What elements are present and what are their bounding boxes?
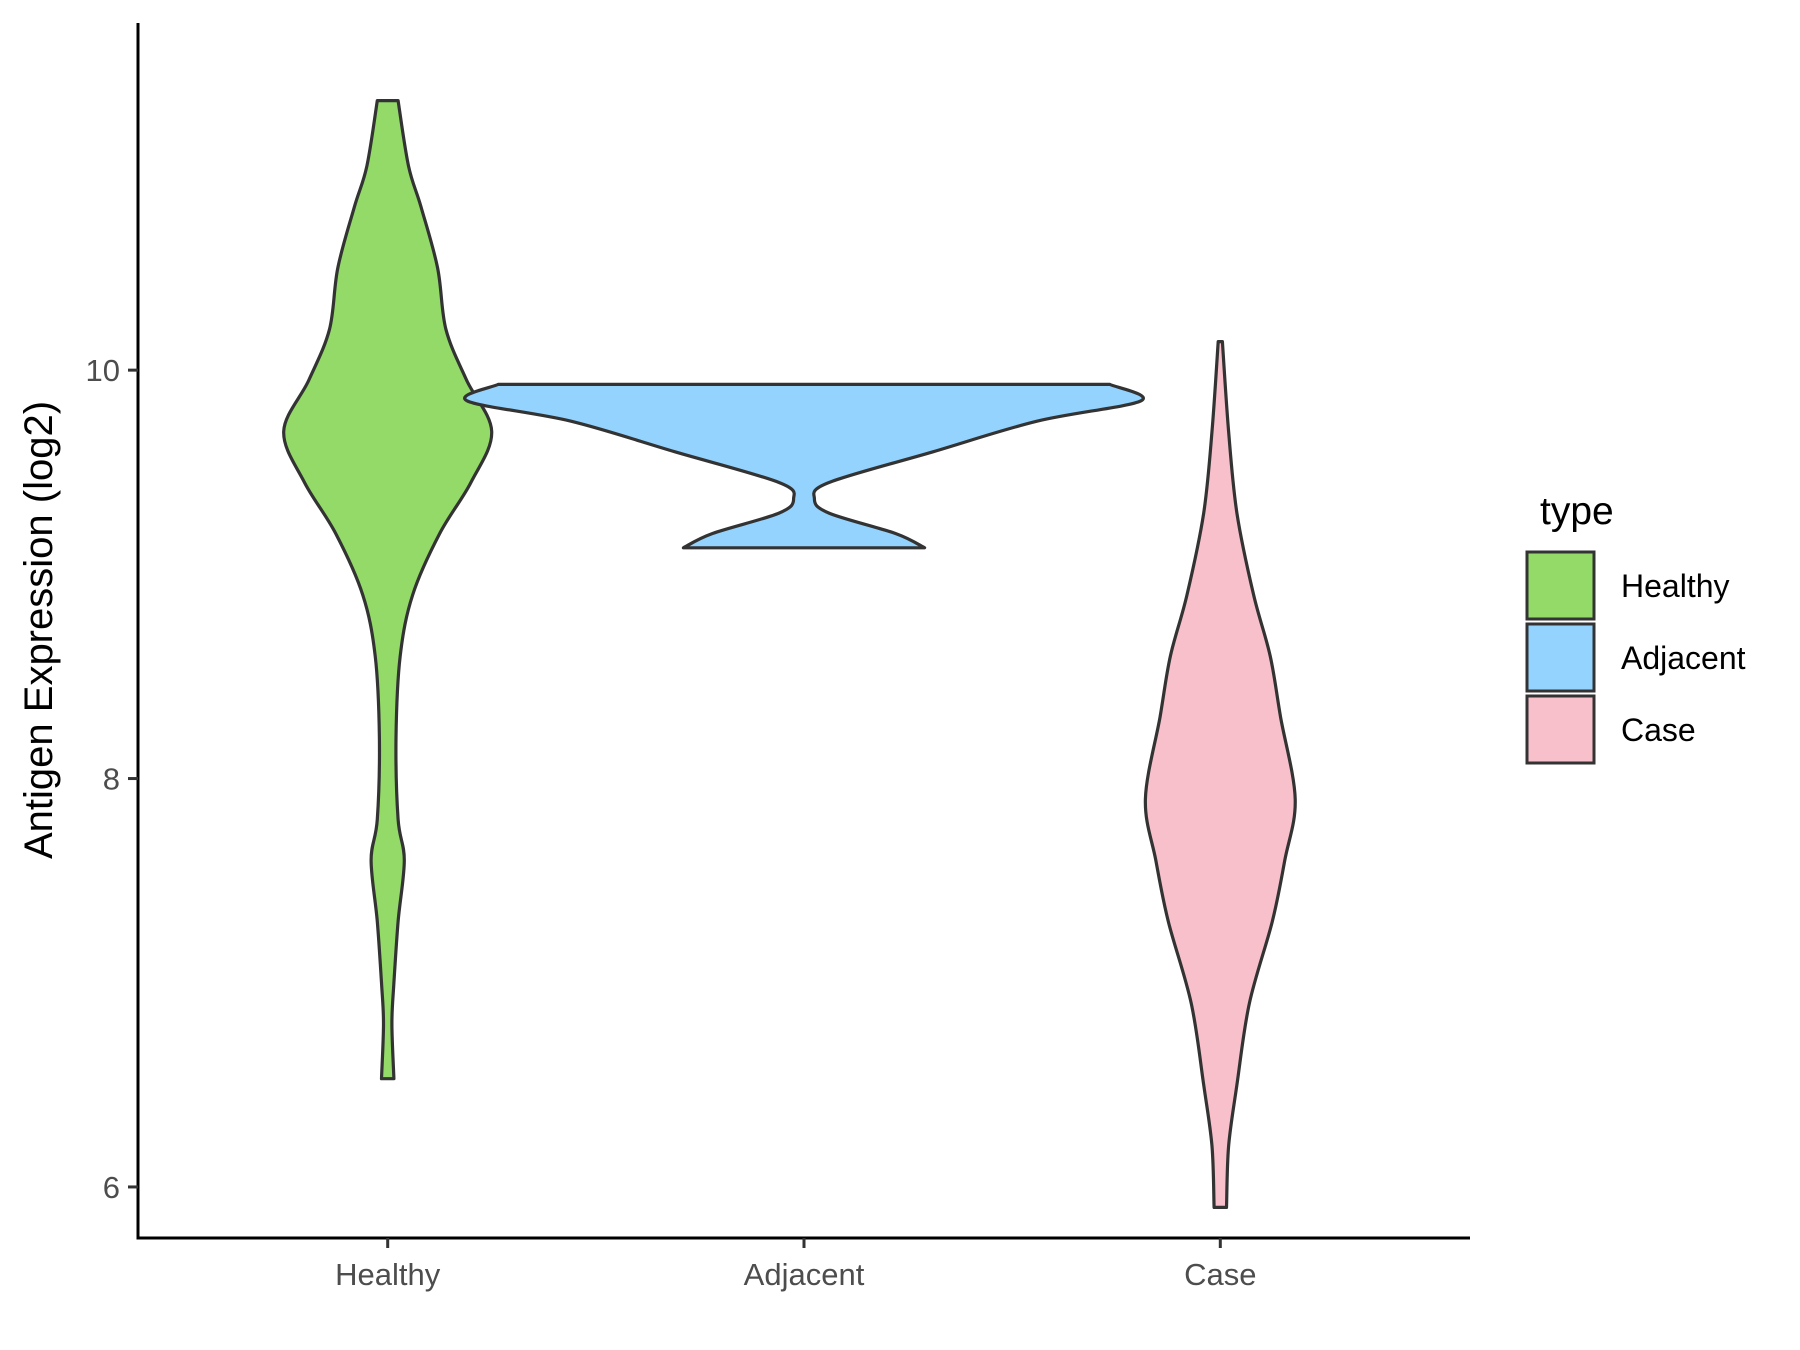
x-axis-ticks: Healthy Adjacent Case	[335, 1238, 1256, 1292]
violin-healthy	[282, 99, 494, 1081]
violin-adjacent	[463, 382, 1145, 550]
legend-key-case	[1525, 694, 1596, 765]
legend-label-healthy: Healthy	[1621, 568, 1730, 604]
legend-title: type	[1540, 490, 1614, 533]
y-tick-label-10: 10	[86, 353, 120, 388]
legend-key-healthy	[1525, 550, 1596, 621]
x-tick-label-healthy: Healthy	[335, 1257, 441, 1292]
x-tick-label-adjacent: Adjacent	[744, 1257, 865, 1292]
legend-key-adjacent	[1525, 622, 1596, 693]
y-axis-label: Antigen Expression (log2)	[17, 401, 61, 859]
violin-layer	[282, 99, 1297, 1209]
y-tick-label-6: 6	[103, 1170, 120, 1205]
violin-case	[1143, 340, 1297, 1209]
x-tick-label-case: Case	[1184, 1257, 1256, 1292]
legend-label-case: Case	[1621, 712, 1696, 748]
legend-label-adjacent: Adjacent	[1621, 640, 1746, 676]
legend: type Healthy Adjacent Case	[1525, 490, 1746, 765]
y-tick-label-8: 8	[103, 762, 120, 797]
y-axis-ticks: 6 8 10	[86, 353, 138, 1205]
